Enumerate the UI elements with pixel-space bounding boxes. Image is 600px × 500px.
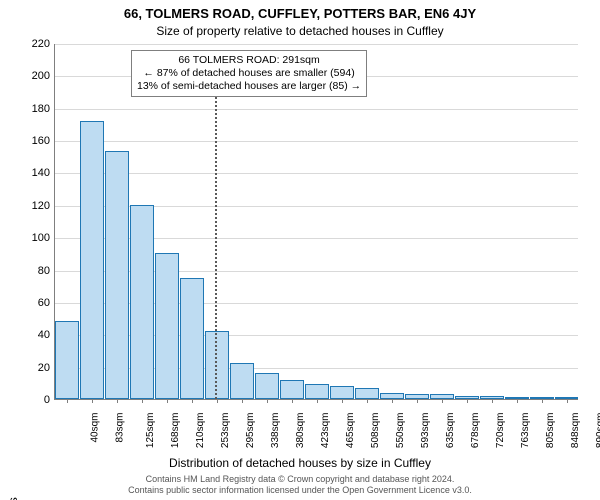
x-tick-label: 635sqm	[445, 413, 456, 449]
x-tick-label: 40sqm	[90, 413, 101, 443]
x-tick	[192, 399, 193, 403]
y-tick-label: 220	[32, 38, 50, 50]
annotation-line: 66 TOLMERS ROAD: 291sqm	[137, 54, 361, 67]
x-tick	[292, 399, 293, 403]
x-axis-label: Distribution of detached houses by size …	[0, 456, 600, 470]
histogram-bar	[130, 205, 154, 399]
x-tick	[392, 399, 393, 403]
chart-container: 66, TOLMERS ROAD, CUFFLEY, POTTERS BAR, …	[0, 0, 600, 500]
gridline-h	[55, 44, 578, 45]
histogram-bar	[255, 373, 279, 399]
histogram-bar	[280, 380, 304, 399]
histogram-bar	[355, 388, 379, 399]
x-tick-label: 338sqm	[270, 413, 281, 449]
annotation-line: 13% of semi-detached houses are larger (…	[137, 80, 361, 93]
x-tick-label: 168sqm	[170, 413, 181, 449]
footer-line: Contains HM Land Registry data © Crown c…	[0, 474, 600, 485]
x-tick	[267, 399, 268, 403]
x-tick	[92, 399, 93, 403]
x-tick-label: 848sqm	[570, 413, 581, 449]
x-tick	[342, 399, 343, 403]
annotation-box: 66 TOLMERS ROAD: 291sqm← 87% of detached…	[131, 50, 367, 97]
gridline-h	[55, 141, 578, 142]
chart-subtitle: Size of property relative to detached ho…	[0, 24, 600, 38]
y-tick-label: 200	[32, 70, 50, 82]
y-tick-label: 180	[32, 103, 50, 115]
gridline-h	[55, 173, 578, 174]
annotation-line: ← 87% of detached houses are smaller (59…	[137, 67, 361, 80]
y-tick-label: 20	[38, 362, 50, 374]
x-tick	[467, 399, 468, 403]
x-tick-label: 720sqm	[495, 413, 506, 449]
x-tick-label: 423sqm	[320, 413, 331, 449]
marker-line	[215, 50, 217, 399]
x-tick-label: 593sqm	[420, 413, 431, 449]
histogram-bar	[105, 151, 129, 399]
x-tick-label: 465sqm	[345, 413, 356, 449]
histogram-bar	[305, 384, 329, 399]
x-tick-label: 890sqm	[595, 413, 600, 449]
histogram-bar	[230, 363, 254, 399]
y-tick-label: 100	[32, 232, 50, 244]
histogram-bar	[55, 321, 79, 399]
gridline-h	[55, 109, 578, 110]
histogram-bar	[80, 121, 104, 399]
x-tick	[417, 399, 418, 403]
x-tick-label: 210sqm	[195, 413, 206, 449]
x-tick-label: 83sqm	[115, 413, 126, 443]
y-tick-label: 80	[38, 265, 50, 277]
y-tick-label: 120	[32, 200, 50, 212]
histogram-bar	[205, 331, 229, 399]
y-tick-label: 0	[44, 394, 50, 406]
histogram-bar	[180, 278, 204, 399]
x-tick	[117, 399, 118, 403]
x-tick-label: 678sqm	[470, 413, 481, 449]
x-tick	[167, 399, 168, 403]
footer-attribution: Contains HM Land Registry data © Crown c…	[0, 474, 600, 496]
footer-line: Contains public sector information licen…	[0, 485, 600, 496]
x-tick-label: 253sqm	[220, 413, 231, 449]
x-tick	[242, 399, 243, 403]
x-tick-label: 295sqm	[245, 413, 256, 449]
histogram-bar	[330, 386, 354, 399]
x-tick	[67, 399, 68, 403]
x-tick	[217, 399, 218, 403]
x-tick	[367, 399, 368, 403]
histogram-bar	[155, 253, 179, 399]
page-title: 66, TOLMERS ROAD, CUFFLEY, POTTERS BAR, …	[0, 6, 600, 21]
plot-area: 02040608010012014016018020022040sqm83sqm…	[54, 44, 578, 400]
x-tick	[542, 399, 543, 403]
x-tick-label: 550sqm	[395, 413, 406, 449]
y-tick-label: 40	[38, 329, 50, 341]
x-tick	[492, 399, 493, 403]
x-tick-label: 380sqm	[295, 413, 306, 449]
y-tick-label: 160	[32, 135, 50, 147]
y-tick-label: 140	[32, 167, 50, 179]
x-tick	[317, 399, 318, 403]
x-tick-label: 125sqm	[145, 413, 156, 449]
x-tick	[517, 399, 518, 403]
x-tick-label: 763sqm	[520, 413, 531, 449]
x-tick-label: 805sqm	[545, 413, 556, 449]
x-tick	[567, 399, 568, 403]
x-tick-label: 508sqm	[370, 413, 381, 449]
x-tick	[442, 399, 443, 403]
x-tick	[142, 399, 143, 403]
y-tick-label: 60	[38, 297, 50, 309]
